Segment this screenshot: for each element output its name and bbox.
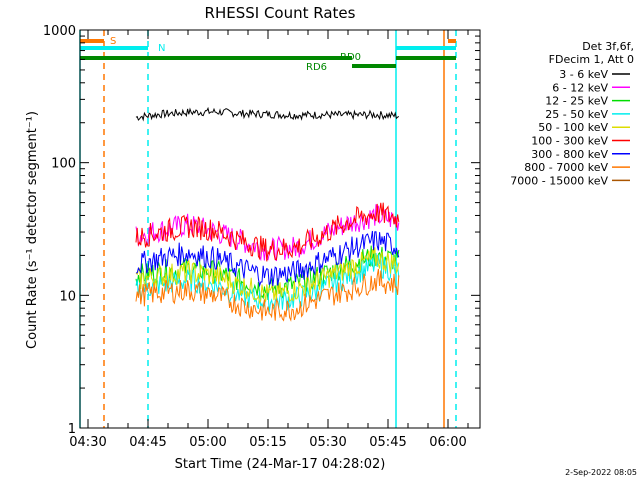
plot-frame <box>79 29 481 429</box>
x-tick-label: 04:45 <box>129 435 166 450</box>
attenuator-state-bars: S N RD0 RD6 <box>80 36 456 73</box>
series-line <box>135 230 400 288</box>
x-tick-label: 05:15 <box>249 435 286 450</box>
legend-entry-label: 12 - 25 keV <box>545 95 608 108</box>
legend-header-line-2: FDecim 1, Att 0 <box>549 53 634 66</box>
x-tick-label: 06:00 <box>429 435 466 450</box>
legend-entry-label: 6 - 12 keV <box>552 81 608 94</box>
x-tick-label: 05:00 <box>189 435 226 450</box>
legend-entry-label: 7000 - 15000 keV <box>510 174 608 187</box>
legend-entry-label: 3 - 6 keV <box>559 68 608 81</box>
x-axis: 04:30 04:45 05:00 05:15 05:30 05:45 06:00 <box>69 30 469 450</box>
series-line <box>135 268 400 322</box>
annotation-label: N <box>158 43 165 54</box>
x-tick-label: 05:45 <box>369 435 406 450</box>
y-tick-label: 10 <box>59 289 76 304</box>
legend-entry-label: 800 - 7000 keV <box>524 161 608 174</box>
chart-title: RHESSI Count Rates <box>205 4 356 22</box>
x-tick-label: 04:30 <box>69 435 106 450</box>
x-axis-label: Start Time (24-Mar-17 04:28:02) <box>175 457 386 472</box>
legend-entry-label: 300 - 800 keV <box>531 148 608 161</box>
series-line <box>135 202 400 262</box>
y-tick-label: 1000 <box>43 24 76 39</box>
y-axis: 1 10 100 1000 <box>43 24 480 437</box>
y-tick-label: 100 <box>51 157 76 172</box>
footer-timestamp: 2-Sep-2022 08:05 <box>565 468 637 477</box>
y-tick-label: 1 <box>68 422 76 437</box>
x-tick-label: 05:30 <box>309 435 346 450</box>
annotation-label: RD6 <box>306 62 327 73</box>
y-axis-label: Count Rate (s⁻¹ detector segment⁻¹) <box>25 111 40 349</box>
data-series-group <box>135 106 400 322</box>
series-line <box>135 106 400 122</box>
legend-entry-label: 100 - 300 keV <box>531 135 608 148</box>
annotation-label: S <box>110 36 116 47</box>
legend-entry-label: 25 - 50 keV <box>545 108 608 121</box>
series-line <box>135 247 400 305</box>
legend-header-line-1: Det 3f,6f, <box>582 40 634 53</box>
legend-entry-label: 50 - 100 keV <box>538 121 608 134</box>
annotation-label: RD0 <box>340 52 361 63</box>
